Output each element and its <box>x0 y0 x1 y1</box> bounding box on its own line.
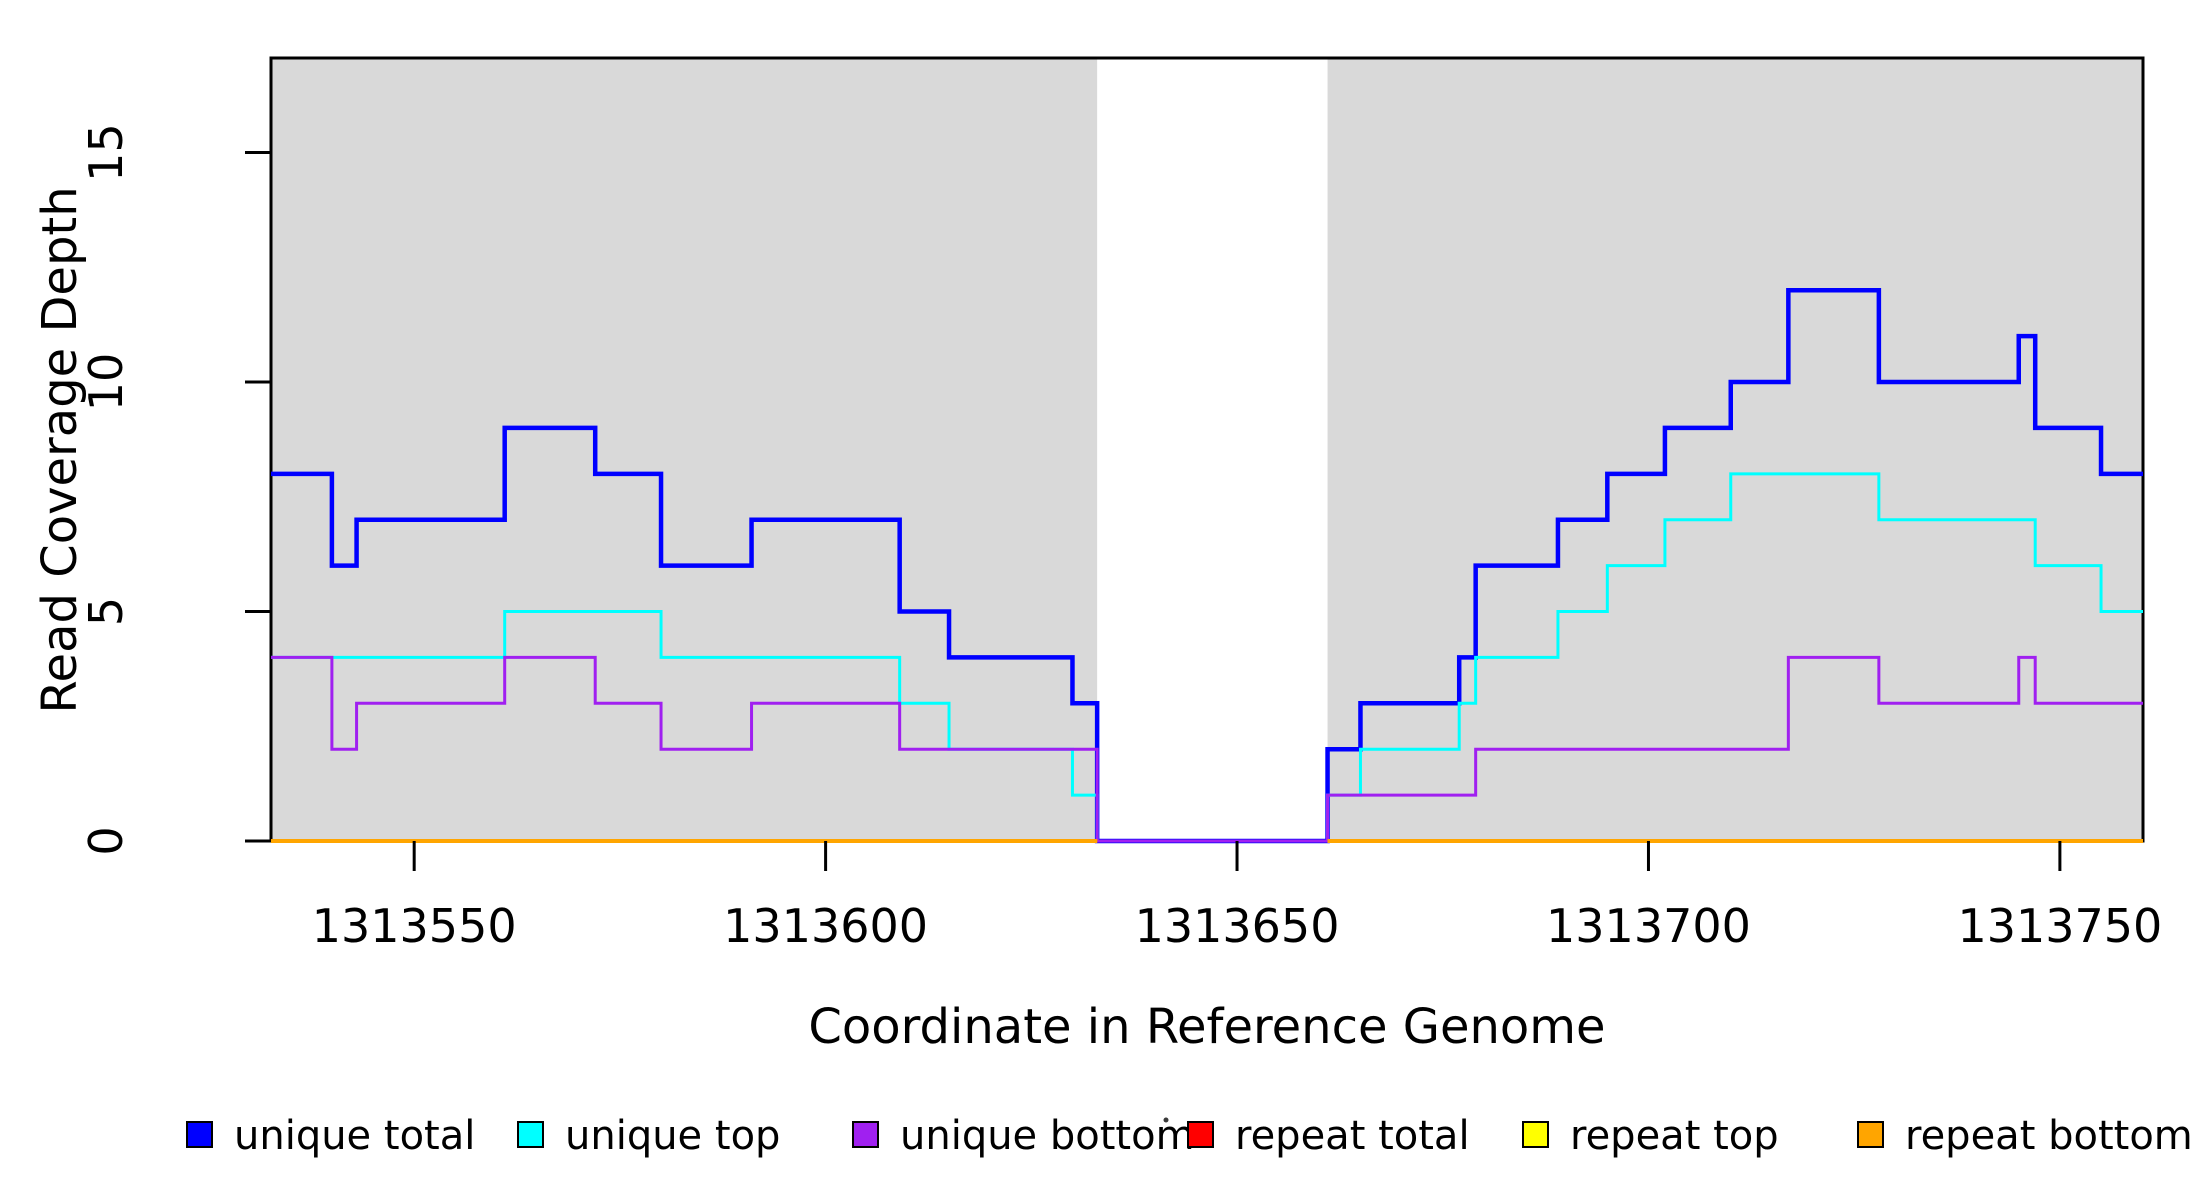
x-tick-label-1313700: 1313700 <box>1546 899 1751 953</box>
legend-swatch-repeat-top <box>1522 1121 1549 1148</box>
series-unique-top <box>271 472 2143 843</box>
y-tick-label-5: 5 <box>79 597 133 626</box>
plot-generated-content: 1313550 1313600 1313650 1313700 1313750 0 5 10 1… <box>79 56 2193 1159</box>
legend-label-unique-top: unique top <box>565 1113 780 1159</box>
series-unique-total <box>271 287 2143 844</box>
legend-swatch-unique-total <box>186 1121 213 1148</box>
legend-label-repeat-top: repeat top <box>1570 1113 1779 1159</box>
legend-item-repeat-bottom: repeat bottom <box>1857 1113 2193 1159</box>
y-tick-label-15: 15 <box>79 123 133 182</box>
x-tick-label-1313550: 1313550 <box>312 899 517 953</box>
x-tick-label-1313750: 1313750 <box>1957 899 2162 953</box>
y-tick-label-10: 10 <box>79 353 133 412</box>
legend-item-repeat-top: repeat top <box>1522 1113 1779 1159</box>
x-tick-label-1313600: 1313600 <box>723 899 928 953</box>
legend-item-unique-top: unique top <box>517 1113 780 1159</box>
stray-dot <box>1163 1117 1169 1123</box>
legend-label-unique-bottom: unique bottom <box>900 1113 1195 1159</box>
legend-swatch-repeat-total <box>1187 1121 1214 1148</box>
legend-item-unique-bottom: unique bottom <box>852 1113 1195 1159</box>
legend-swatch-repeat-bottom <box>1857 1121 1884 1148</box>
y-tick-label-0: 0 <box>79 826 133 855</box>
legend-label-unique-total: unique total <box>234 1113 475 1159</box>
y-axis-title: Read Coverage Depth <box>32 186 88 713</box>
legend-item-unique-total: unique total <box>186 1113 475 1159</box>
legend-swatch-unique-bottom <box>852 1121 879 1148</box>
x-axis-title: Coordinate in Reference Genome <box>808 999 1605 1055</box>
legend-label-repeat-bottom: repeat bottom <box>1905 1113 2193 1159</box>
unique-region-shading-1 <box>271 58 1098 841</box>
legend-swatch-unique-top <box>517 1121 544 1148</box>
unique-region-shading-2 <box>1327 58 2143 841</box>
legend-label-repeat-total: repeat total <box>1235 1113 1470 1159</box>
x-tick-label-1313650: 1313650 <box>1135 899 1340 953</box>
legend-item-repeat-total: repeat total <box>1187 1113 1470 1159</box>
